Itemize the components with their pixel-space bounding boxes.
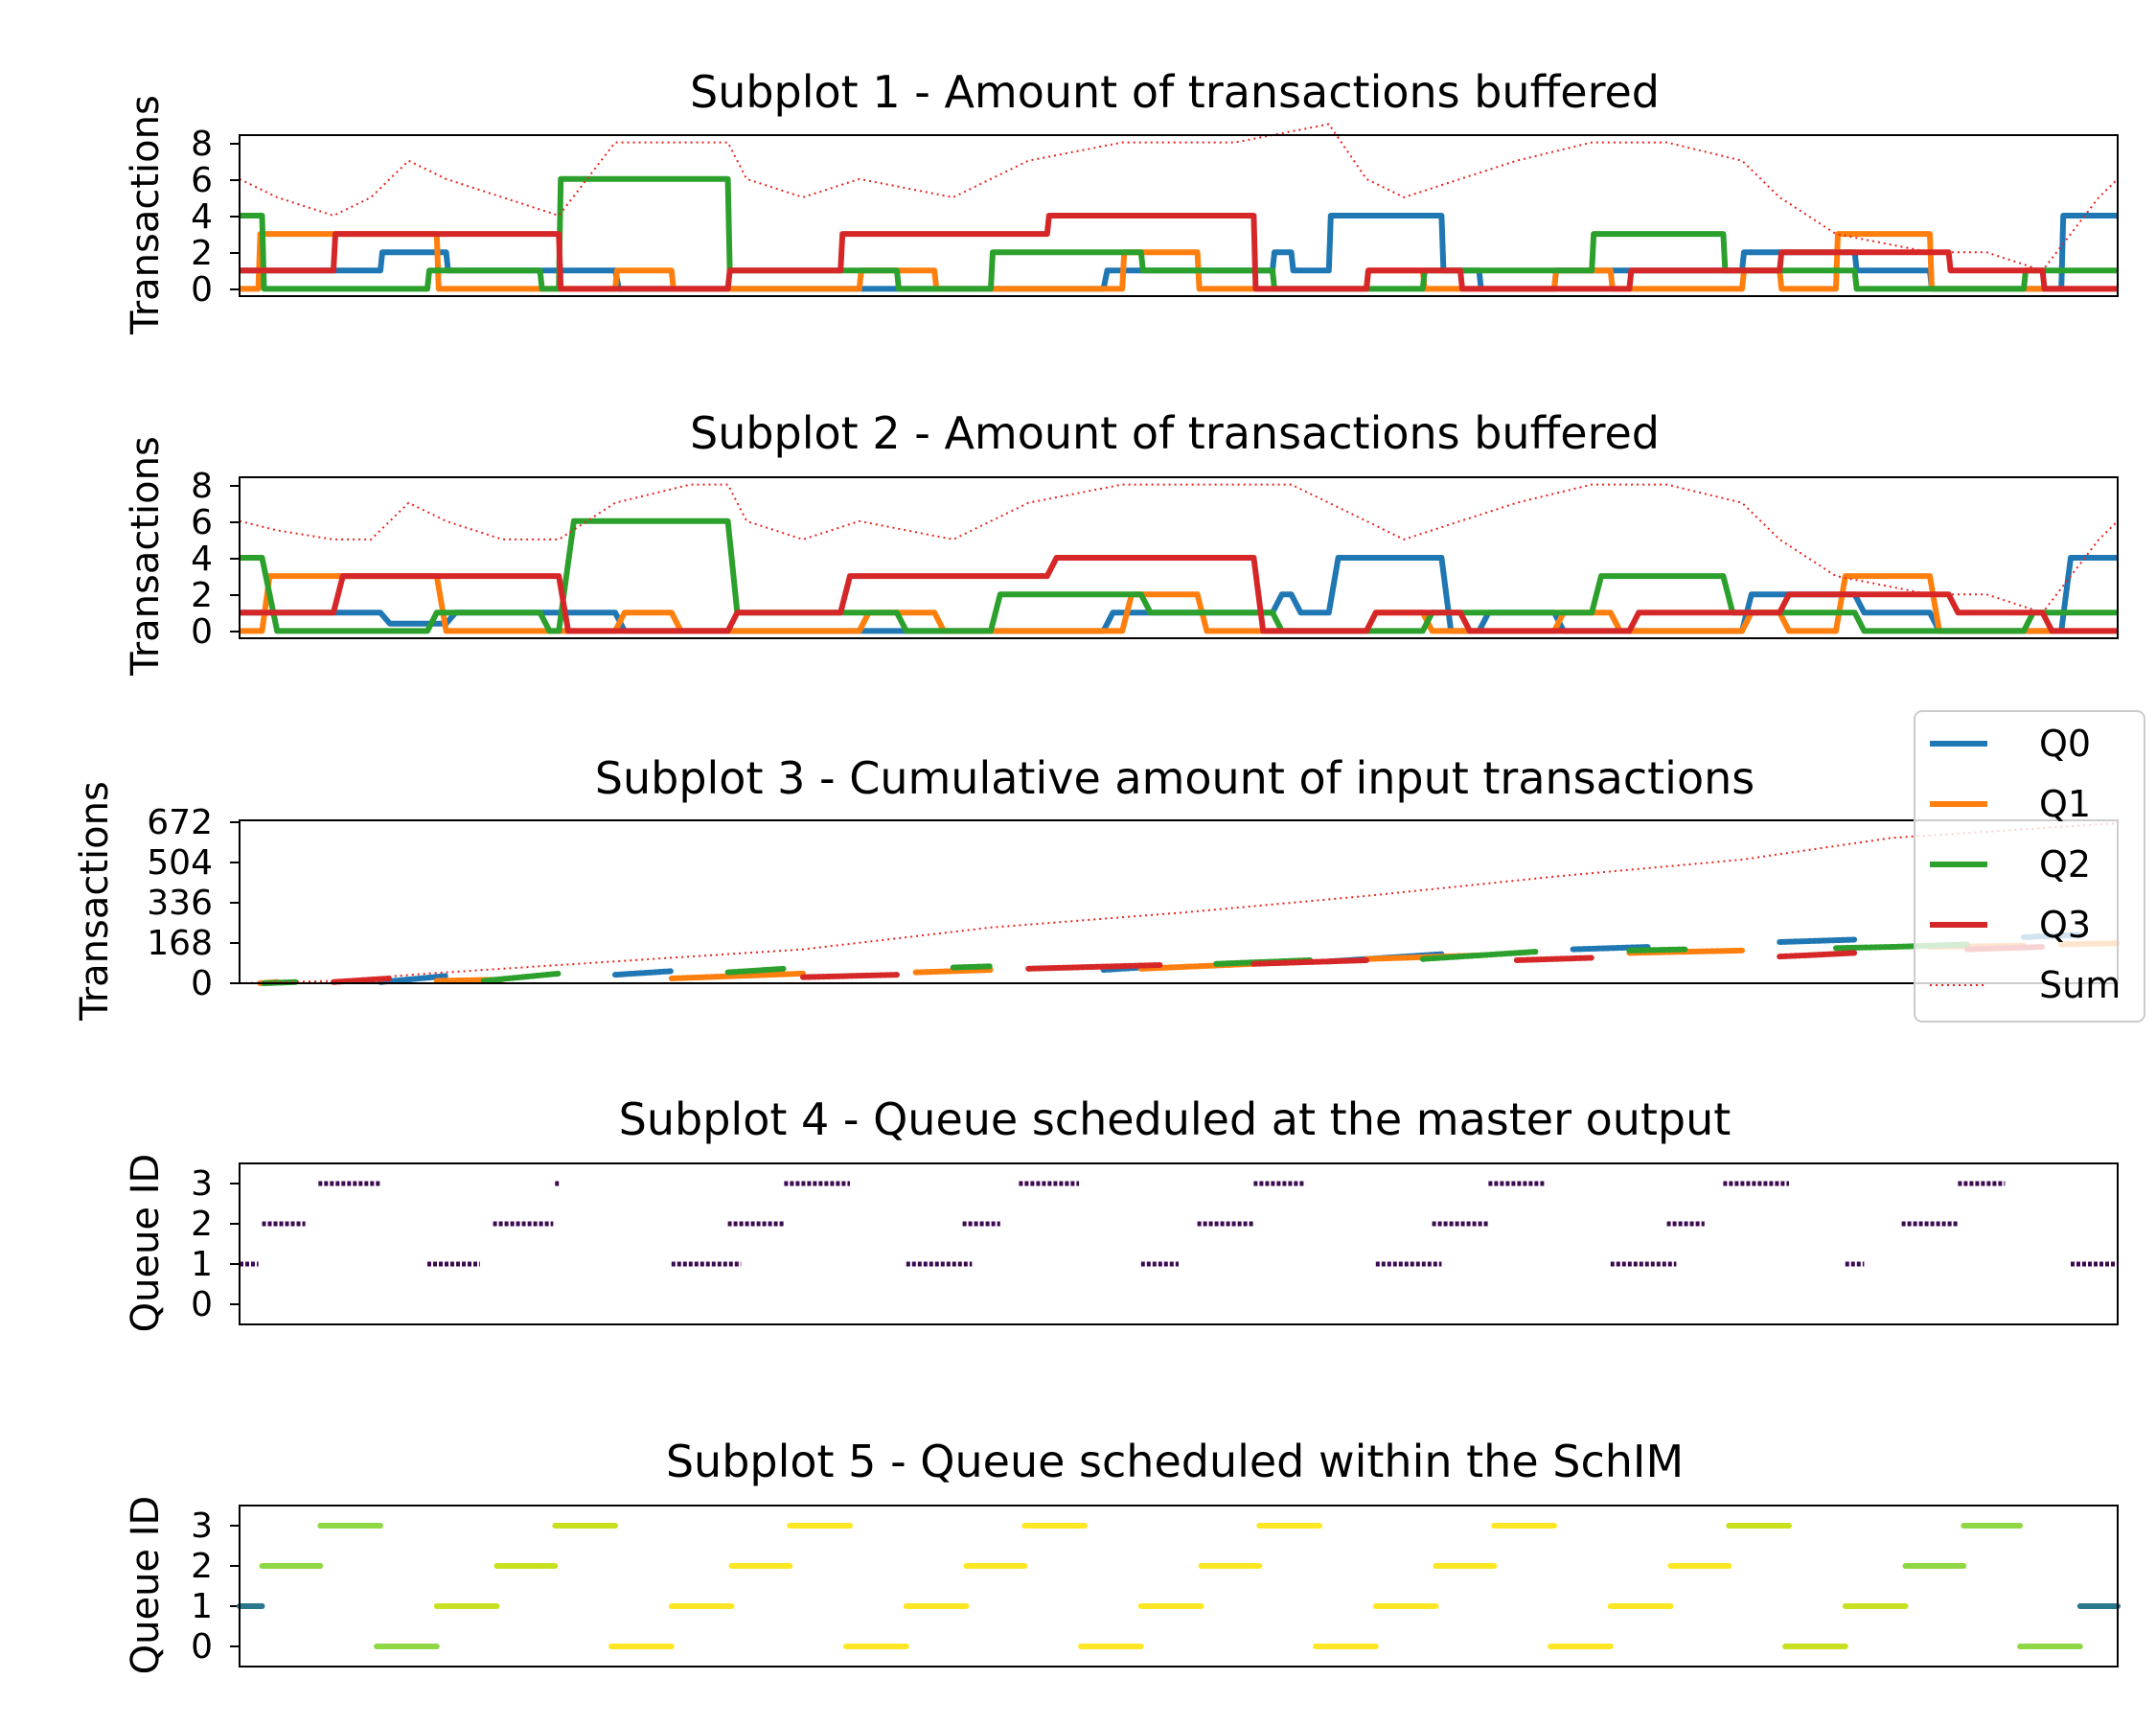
subplot-3-q2-points-6 bbox=[1626, 946, 1689, 954]
subplot-3-ytick-0: 0 bbox=[191, 964, 213, 1003]
subplot-2-frame bbox=[239, 476, 2119, 639]
subplot-4-yticks: 0 1 2 3 bbox=[191, 1164, 240, 1324]
subplot-3-q0-points-4 bbox=[1570, 944, 1651, 953]
subplot-3-q3-points-2 bbox=[1025, 962, 1163, 972]
subplot-5-ylabel: Queue ID bbox=[124, 1496, 168, 1675]
subplot-1-frame bbox=[239, 134, 2119, 297]
subplot-4: Subplot 4 - Queue scheduled at the maste… bbox=[124, 1093, 2119, 1333]
subplot-4-title: Subplot 4 - Queue scheduled at the maste… bbox=[619, 1093, 1732, 1145]
subplot-1-series-q1 bbox=[240, 231, 2118, 292]
subplot-3-ytick-2: 336 bbox=[147, 884, 213, 923]
subplot-5-ytick-0: 0 bbox=[191, 1627, 213, 1667]
subplot-2-ytick-3: 6 bbox=[191, 503, 213, 542]
subplot-3-q0-points-1 bbox=[612, 968, 675, 978]
subplot-1-ylabel: Transactions bbox=[124, 95, 168, 335]
subplot-2-series-q0 bbox=[240, 555, 2118, 634]
subplot-2-ytick-4: 8 bbox=[191, 467, 213, 506]
subplot-1-ytick-2: 4 bbox=[191, 197, 213, 237]
subplot-4-plot-area bbox=[240, 1181, 2118, 1307]
subplot-2-ytick-2: 4 bbox=[191, 540, 213, 579]
subplot-4-ylabel: Queue ID bbox=[124, 1154, 168, 1333]
subplot-3-q2-points-7 bbox=[1833, 944, 1895, 952]
subplot-3-plot-area bbox=[239, 822, 2121, 986]
subplot-1-series-q3 bbox=[240, 213, 2118, 292]
subplot-3-q2-points-1 bbox=[480, 970, 562, 984]
subplot-1-series-q0 bbox=[240, 213, 2118, 292]
subplot-3-ylabel: Transactions bbox=[73, 781, 117, 1022]
subplot-3-ytick-1: 168 bbox=[147, 924, 213, 963]
subplot-4-ytick-1: 1 bbox=[191, 1245, 213, 1284]
subplot-2-yticks: 0 2 4 6 8 bbox=[191, 467, 240, 652]
subplot-5-frame bbox=[239, 1505, 2119, 1668]
subplot-2-ylabel: Transactions bbox=[124, 436, 168, 677]
subplot-3-q3-points-1 bbox=[800, 972, 900, 980]
subplot-3-q0-points-5 bbox=[1777, 936, 1858, 945]
subplot-3-frame bbox=[239, 819, 2119, 984]
subplot-2-series-q3 bbox=[240, 555, 2118, 634]
subplot-3-q1-points-3 bbox=[912, 967, 994, 976]
subplot-2-series-q1 bbox=[240, 573, 2118, 634]
subplot-2-ytick-1: 2 bbox=[191, 576, 213, 615]
subplot-3: Subplot 3 - Cumulative amount of input t… bbox=[73, 752, 2121, 1022]
subplot-3-q2-points-2 bbox=[724, 965, 788, 976]
subplot-4-frame bbox=[239, 1162, 2119, 1325]
subplot-3-q2-points-3 bbox=[950, 963, 994, 971]
subplot-1-ytick-0: 0 bbox=[191, 270, 213, 310]
subplot-2-ytick-0: 0 bbox=[191, 612, 213, 652]
legend-box bbox=[1914, 710, 2145, 1023]
subplot-3-q3-points-4 bbox=[1513, 954, 1595, 963]
legend-label-q2: Q2 bbox=[2039, 843, 2091, 886]
subplot-3-series-sum bbox=[239, 822, 2119, 984]
subplot-4-ytick-3: 3 bbox=[191, 1164, 213, 1204]
subplot-3-q3-points-3 bbox=[1250, 956, 1369, 967]
subplot-2-title: Subplot 2 - Amount of transactions buffe… bbox=[690, 407, 1660, 459]
subplot-2-plot-area bbox=[239, 483, 2119, 634]
subplot-3-title: Subplot 3 - Cumulative amount of input t… bbox=[595, 752, 1755, 804]
subplot-3-q1-points-2 bbox=[668, 970, 806, 981]
subplot-3-ytick-4: 672 bbox=[147, 803, 213, 842]
subplot-3-q0-points-0 bbox=[378, 973, 449, 985]
subplot-5: Subplot 5 - Queue scheduled within the S… bbox=[124, 1436, 2121, 1675]
subplot-5-ytick-3: 3 bbox=[191, 1506, 213, 1546]
legend-label-q0: Q0 bbox=[2039, 723, 2091, 765]
subplot-1: Subplot 1 - Amount of transactions buffe… bbox=[124, 66, 2119, 335]
subplot-3-q3-points-5 bbox=[1777, 950, 1858, 960]
subplot-5-plot-area bbox=[237, 1523, 2121, 1649]
subplot-2: Subplot 2 - Amount of transactions buffe… bbox=[124, 407, 2119, 677]
legend: Q0 Q1 Q2 Q3 Sum bbox=[1914, 710, 2145, 1023]
subplot-4-ytick-0: 0 bbox=[191, 1285, 213, 1324]
legend-label-sum: Sum bbox=[2039, 964, 2121, 1006]
subplot-5-ytick-1: 1 bbox=[191, 1587, 213, 1626]
subplot-1-ytick-4: 8 bbox=[191, 125, 213, 164]
subplot-5-title: Subplot 5 - Queue scheduled within the S… bbox=[666, 1436, 1684, 1487]
subplot-3-ytick-3: 504 bbox=[147, 843, 213, 883]
subplot-3-yticks: 0 168 336 504 672 bbox=[147, 803, 240, 1003]
subplot-1-ytick-3: 6 bbox=[191, 161, 213, 200]
subplot-1-plot-area bbox=[239, 123, 2119, 292]
subplot-3-q3-points-0 bbox=[331, 975, 393, 985]
subplot-1-title: Subplot 1 - Amount of transactions buffe… bbox=[690, 66, 1660, 118]
subplot-5-ytick-2: 2 bbox=[191, 1547, 213, 1586]
subplot-4-ytick-2: 2 bbox=[191, 1205, 213, 1244]
subplot-1-ytick-1: 2 bbox=[191, 234, 213, 273]
subplot-5-yticks: 0 1 2 3 bbox=[191, 1506, 240, 1667]
subplot-3-q2-points-5 bbox=[1419, 949, 1539, 962]
subplot-1-yticks: 0 2 4 6 8 bbox=[191, 125, 240, 310]
legend-label-q1: Q1 bbox=[2039, 783, 2091, 825]
legend-label-q3: Q3 bbox=[2039, 904, 2091, 946]
